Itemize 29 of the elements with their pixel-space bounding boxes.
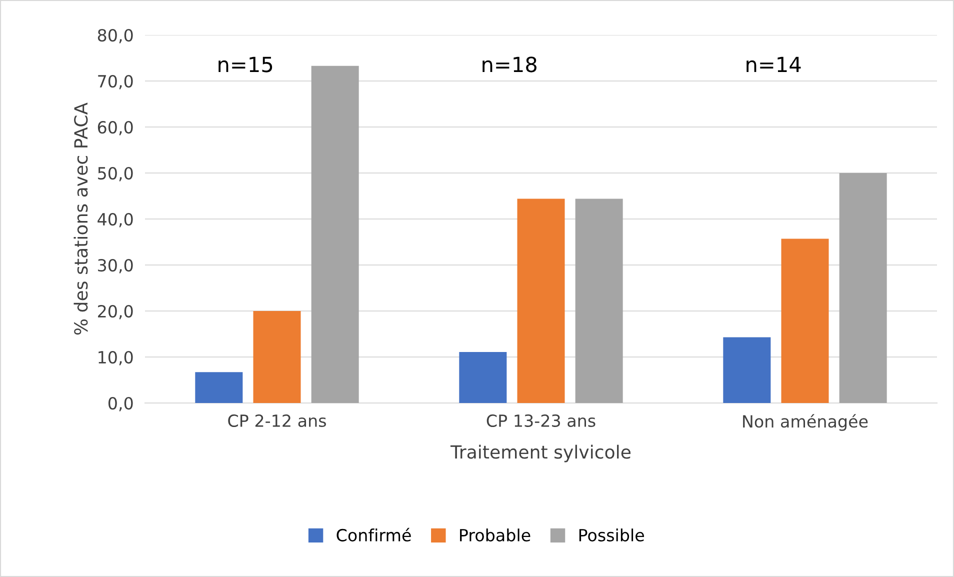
bar	[253, 311, 301, 403]
bar	[723, 337, 771, 403]
bar	[781, 238, 829, 403]
y-tick-label: 80,0	[98, 28, 133, 44]
x-tick-label: CP 13-23 ans	[486, 414, 596, 428]
x-axis-title: Traitement sylvicole	[450, 444, 630, 462]
y-tick-label: 20,0	[98, 304, 133, 320]
y-tick-label: 30,0	[98, 258, 133, 274]
x-tick-label: Non aménagée	[743, 414, 868, 431]
annotation: n=15	[218, 56, 272, 72]
legend-label: Possible	[579, 528, 644, 542]
bar	[839, 173, 887, 403]
y-tick-label: 10,0	[98, 350, 133, 366]
y-axis-title: % des stations avec PACA	[74, 102, 88, 335]
bar	[195, 372, 243, 403]
bar	[517, 198, 565, 403]
x-tick-label: CP 2-12 ans	[228, 414, 326, 428]
y-tick-label: 0,0	[108, 396, 133, 412]
bar	[459, 352, 507, 403]
y-tick-label: 50,0	[98, 166, 133, 182]
legend-label: Confirmé	[336, 528, 411, 542]
bar	[575, 198, 623, 403]
legend-label: Probable	[460, 528, 530, 542]
annotation: n=14	[746, 56, 801, 72]
bar	[311, 66, 359, 403]
y-tick-label: 40,0	[98, 212, 133, 228]
annotation: n=18	[482, 56, 536, 72]
y-tick-label: 70,0	[98, 74, 133, 90]
y-tick-label: 60,0	[98, 120, 133, 136]
